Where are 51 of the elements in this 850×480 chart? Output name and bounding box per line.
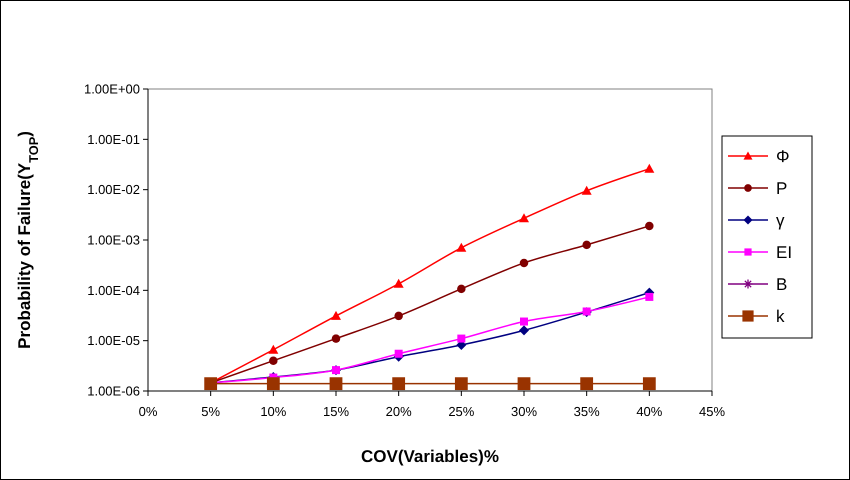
point (268, 344, 278, 354)
point (582, 240, 591, 250)
point (518, 377, 530, 390)
y-tick-label: 1.00E+00 (84, 82, 140, 97)
point (394, 350, 403, 358)
point (645, 222, 654, 230)
point (204, 377, 218, 390)
legend-label: Φ (776, 146, 790, 166)
point (582, 186, 592, 195)
point (457, 284, 466, 294)
point (454, 377, 468, 390)
x-tick-label: 35% (574, 404, 600, 419)
y-tick-label: 1.00E-04 (87, 282, 140, 298)
x-tick-label: 40% (636, 404, 663, 419)
legend-label: B (776, 274, 788, 294)
point (519, 213, 529, 222)
point (266, 377, 280, 390)
y-tick-label: 1.00E-05 (87, 333, 140, 348)
point (457, 334, 466, 343)
legend-label: γ (776, 210, 785, 230)
x-tick-label: 0% (138, 404, 158, 419)
point (580, 377, 594, 390)
legend-label: P (776, 178, 788, 198)
x-tick-label: 5% (201, 404, 220, 419)
point (394, 278, 404, 288)
point (520, 258, 528, 268)
y-tick-label: 1.00E-03 (87, 232, 140, 248)
point (456, 242, 466, 252)
x-tick-label: 30% (510, 404, 538, 419)
point (269, 356, 278, 365)
y-tick-label: 1.00E-02 (87, 182, 140, 198)
x-tick-label: 45% (698, 404, 726, 419)
legend-label: EI (776, 242, 792, 262)
point (392, 377, 406, 390)
point (520, 318, 528, 326)
point (330, 377, 342, 390)
y-tick-label: 1.00E-01 (87, 132, 140, 147)
x-axis-title: COV(Variables)% (361, 447, 499, 466)
x-tick-label: 10% (260, 404, 287, 419)
point (642, 377, 656, 390)
point (332, 334, 340, 343)
y-tick-label: 1.00E-06 (87, 384, 140, 399)
point (331, 310, 341, 320)
x-tick-label: 25% (448, 404, 475, 419)
point (519, 325, 529, 336)
x-tick-label: 15% (322, 404, 350, 419)
point (645, 292, 654, 301)
x-tick-label: 20% (386, 404, 412, 419)
legend-label: k (776, 306, 785, 326)
point (394, 312, 403, 320)
point (644, 164, 654, 173)
